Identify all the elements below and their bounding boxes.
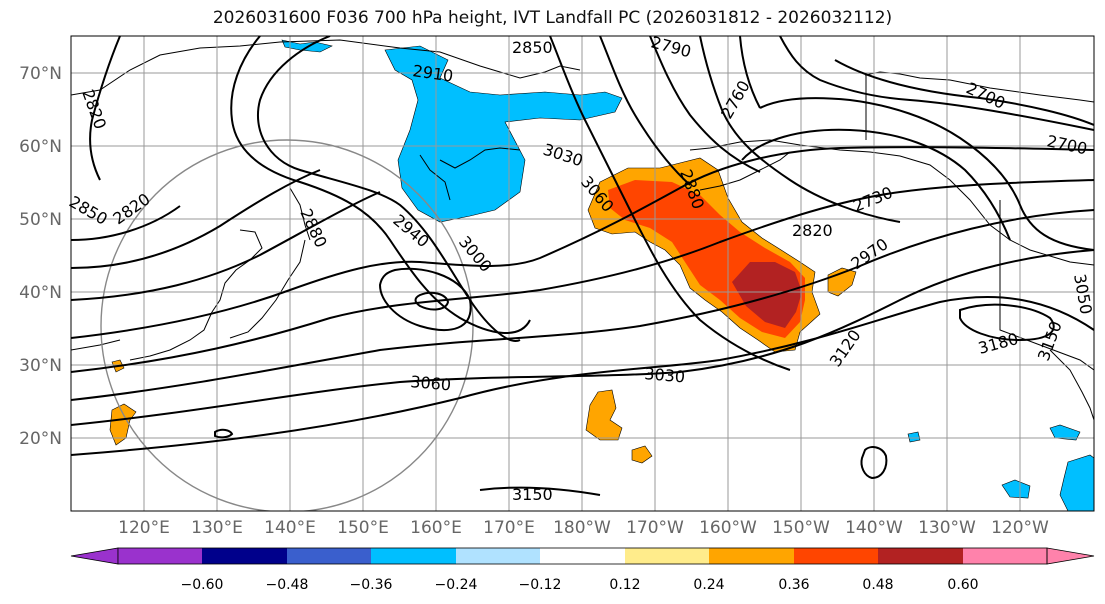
colorbar-frame	[117, 547, 1048, 565]
contour-label: 2880	[296, 206, 330, 251]
contour-label: 3030	[541, 140, 586, 171]
radius-circle	[100, 139, 474, 511]
colorbar-tick-label: 0.12	[609, 577, 640, 593]
colorbar-tick-label: 0.36	[778, 577, 809, 593]
colorbar-segment	[878, 548, 963, 564]
negative-ivt-region-5	[1001, 479, 1031, 499]
colorbar-segment	[709, 548, 794, 564]
colorbar-segment	[456, 548, 540, 564]
colorbar-extend-low	[70, 547, 119, 565]
negative-ivt-region-1	[384, 45, 623, 223]
contour-label: 3150	[512, 485, 553, 504]
lon-label: 160°W	[699, 518, 757, 538]
lon-label: 120°W	[991, 518, 1049, 538]
contour-label: 2730	[850, 183, 895, 216]
map-frame	[70, 35, 1095, 512]
lon-label: 150°W	[772, 518, 830, 538]
contour-label: 2820	[78, 87, 110, 132]
colorbar-segment	[540, 548, 625, 564]
negative-ivt-region-3	[1049, 424, 1081, 441]
colorbar-segment	[118, 548, 202, 564]
contour-label: 3060	[410, 372, 452, 394]
colorbar: −0.60 −0.48 −0.36 −0.24 −0.12 0.12 0.24 …	[70, 547, 1095, 593]
colorbar-segment	[371, 548, 456, 564]
contour-label: 2850	[66, 192, 111, 229]
lat-label: 20°N	[19, 429, 62, 449]
map-title: 2026031600 F036 700 hPa height, IVT Land…	[212, 8, 893, 28]
colorbar-segment	[963, 548, 1047, 564]
lon-label: 170°W	[626, 518, 684, 538]
lon-label: 150°E	[337, 518, 389, 538]
contour-label: 2820	[792, 221, 833, 240]
contour-label: 3030	[644, 364, 686, 386]
colorbar-segment	[287, 548, 371, 564]
contour-label: 2760	[717, 77, 754, 122]
lon-label: 180°W	[553, 518, 611, 538]
colorbar-tick-label: 0.24	[693, 577, 724, 593]
contour-label: 2820	[109, 189, 153, 228]
coastlines	[71, 39, 1094, 421]
contour-label: 2850	[512, 38, 553, 57]
lon-label: 160°E	[410, 518, 462, 538]
colorbar-tick-label: −0.60	[181, 577, 224, 593]
colorbar-tick-label: −0.48	[266, 577, 309, 593]
lon-label: 140°E	[264, 518, 316, 538]
positive-ivt-region-4	[109, 403, 137, 446]
lat-label: 30°N	[19, 356, 62, 376]
lon-label: 140°W	[845, 518, 903, 538]
contour-label: 2790	[649, 33, 693, 62]
positive-ivt-region-6	[631, 445, 653, 464]
colorbar-extend-high	[1046, 547, 1095, 565]
lat-label: 60°N	[19, 137, 62, 157]
lat-label: 40°N	[19, 283, 62, 303]
negative-ivt-region-6	[907, 431, 921, 443]
contour-label: 2970	[847, 234, 891, 273]
colorbar-segment	[625, 548, 709, 564]
negative-ivt-region-4	[1059, 454, 1094, 511]
lon-label: 170°E	[483, 518, 535, 538]
colorbar-tick-label: −0.24	[435, 577, 478, 593]
lat-label: 50°N	[19, 210, 62, 230]
colorbar-segment	[794, 548, 878, 564]
contour-label: 2700	[1045, 131, 1089, 158]
positive-ivt-core	[732, 262, 802, 328]
lat-lon-grid	[71, 36, 1094, 511]
height-contours	[71, 36, 1094, 496]
latitude-labels: 70°N 60°N 50°N 40°N 30°N 20°N	[19, 64, 62, 449]
colorbar-tick-label: 0.48	[862, 577, 893, 593]
colorbar-tick-label: −0.36	[350, 577, 393, 593]
negative-ivt-region-2	[281, 39, 333, 53]
lon-label: 120°E	[118, 518, 170, 538]
lon-label: 130°E	[191, 518, 243, 538]
contour-label: 3000	[455, 232, 496, 275]
lat-label: 70°N	[19, 64, 62, 84]
colorbar-segment	[202, 548, 287, 564]
contour-label: 3050	[1070, 272, 1096, 315]
colorbar-tick-label: 0.60	[947, 577, 978, 593]
lon-label: 130°W	[918, 518, 976, 538]
colorbar-tick-label: −0.12	[519, 577, 562, 593]
longitude-labels: 120°E 130°E 140°E 150°E 160°E 170°E 180°…	[118, 518, 1049, 538]
contour-label: 3150	[1034, 319, 1066, 364]
positive-ivt-region-3	[585, 389, 623, 441]
